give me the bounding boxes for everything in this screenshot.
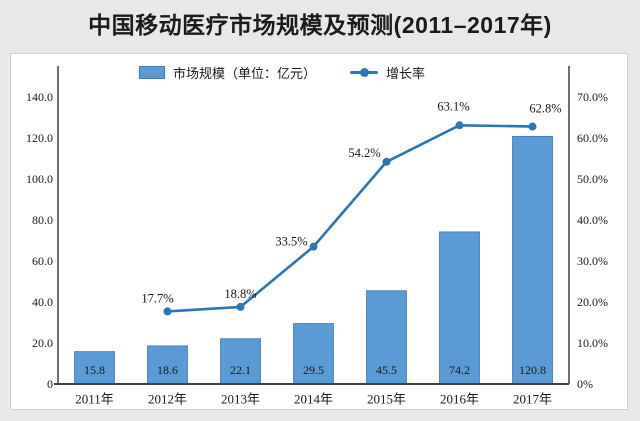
left-axis-tick-label: 0	[47, 377, 53, 391]
bar-2011年	[74, 351, 115, 385]
left-axis-tick-label: 60.0	[32, 254, 53, 268]
bar-series-swatch-icon	[139, 65, 165, 79]
legend-label-growth-rate: 增长率	[386, 65, 426, 81]
bar-2014年	[293, 323, 334, 385]
x-axis-category-label: 2013年	[221, 392, 260, 407]
bar-value-label: 45.5	[376, 363, 397, 377]
chart-panel: 市场规模（单位：亿元） 增长率 0 20.0 40.0 60.0 80.0 100.0 12…	[10, 53, 628, 410]
growth-rate-label: 17.7%	[141, 291, 173, 305]
bar-value-label: 120.8	[519, 363, 546, 377]
left-axis-tick-label: 40.0	[32, 295, 53, 309]
right-axis-tick-label: 60.0%	[577, 131, 608, 145]
right-axis-tick-label: 30.0%	[577, 254, 608, 268]
growth-rate-point	[455, 121, 464, 130]
growth-rate-label: 18.8%	[224, 287, 256, 301]
bar-2013年	[220, 338, 261, 385]
legend-item-market-size: 市场规模（单位：亿元）	[139, 63, 316, 82]
x-axis-category-label: 2012年	[148, 392, 187, 407]
right-axis-tick-label: 70.0%	[577, 90, 608, 104]
growth-rate-point	[163, 307, 172, 316]
growth-rate-point	[528, 122, 537, 131]
right-axis-tick-label: 10.0%	[577, 336, 608, 350]
legend: 市场规模（单位：亿元） 增长率	[139, 63, 425, 81]
right-axis-tick-label: 20.0%	[577, 295, 608, 309]
bar-value-label: 22.1	[230, 363, 251, 377]
bar-2015年	[366, 290, 407, 385]
x-axis-category-label: 2016年	[440, 392, 479, 407]
left-axis-tick-label: 120.0	[26, 131, 53, 145]
growth-rate-point	[309, 242, 318, 251]
bar-value-label: 18.6	[157, 363, 178, 377]
left-axis-tick-label: 140.0	[26, 90, 53, 104]
legend-item-growth-rate: 增长率	[350, 63, 425, 82]
right-axis-tick-label: 40.0%	[577, 213, 608, 227]
x-axis-category-label: 2015年	[367, 392, 406, 407]
plot-area: 0 20.0 40.0 60.0 80.0 100.0 120.0 140.0 0% 10.0% 2…	[26, 66, 608, 407]
chart-title: 中国移动医疗市场规模及预测(2011–2017年)	[88, 12, 552, 38]
right-axis-tick-label: 0%	[577, 377, 593, 391]
growth-rate-line	[166, 123, 534, 313]
growth-rate-label: 33.5%	[275, 235, 307, 249]
growth-rate-label: 63.1%	[437, 99, 469, 113]
bar-2012年	[147, 345, 188, 385]
legend-label-market-size: 市场规模（单位：亿元）	[173, 65, 317, 81]
left-axis-tick-label: 80.0	[32, 213, 53, 227]
growth-rate-label: 62.8%	[529, 102, 561, 116]
x-axis-category-label: 2014年	[294, 392, 333, 407]
growth-rate-point	[236, 302, 245, 311]
x-axis-category-label: 2011年	[75, 392, 114, 407]
growth-rate-label: 54.2%	[348, 146, 380, 160]
bar-2017年	[512, 135, 553, 385]
bar-2016年	[439, 231, 480, 385]
line-series-marker-icon	[350, 67, 379, 78]
bar-value-label: 74.2	[449, 363, 470, 377]
x-axis-category-label: 2017年	[513, 392, 552, 407]
right-axis-tick-label: 50.0%	[577, 172, 608, 186]
growth-rate-point	[382, 157, 391, 166]
bar-value-label: 15.8	[84, 363, 105, 377]
bar-value-label: 29.5	[303, 363, 324, 377]
left-axis-tick-label: 20.0	[32, 336, 53, 350]
left-axis-tick-label: 100.0	[26, 172, 53, 186]
